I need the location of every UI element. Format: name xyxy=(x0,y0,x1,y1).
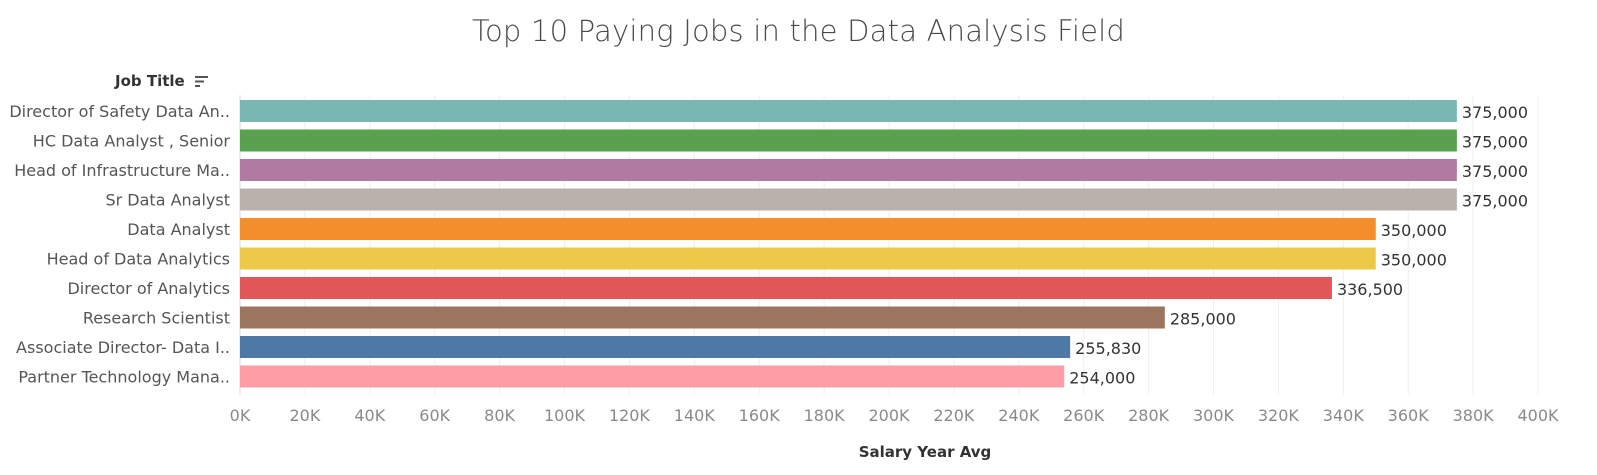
x-tick-label: 240K xyxy=(998,406,1040,425)
x-tick-label: 140K xyxy=(674,406,716,425)
value-label: 254,000 xyxy=(1069,369,1135,388)
value-label: 375,000 xyxy=(1462,162,1528,181)
x-tick-label: 220K xyxy=(933,406,975,425)
value-label: 285,000 xyxy=(1170,310,1236,329)
bar xyxy=(240,247,1376,270)
x-tick-label: 60K xyxy=(419,406,450,425)
x-tick-label: 180K xyxy=(804,406,846,425)
value-label: 336,500 xyxy=(1337,280,1403,299)
x-tick-label: 0K xyxy=(230,406,251,425)
bar xyxy=(240,365,1065,388)
category-label: HC Data Analyst , Senior xyxy=(33,132,231,151)
bar xyxy=(240,188,1457,211)
x-tick-label: 120K xyxy=(609,406,651,425)
sort-icon[interactable] xyxy=(195,75,209,89)
category-label: Associate Director- Data I.. xyxy=(16,338,230,357)
x-tick-label: 360K xyxy=(1388,406,1430,425)
x-tick-label: 200K xyxy=(868,406,910,425)
bar xyxy=(240,336,1071,358)
value-label: 255,830 xyxy=(1075,339,1141,358)
x-tick-label: 400K xyxy=(1517,406,1559,425)
x-tick-label: 260K xyxy=(1063,406,1105,425)
category-label: Director of Safety Data An.. xyxy=(9,102,230,121)
x-tick-label: 80K xyxy=(484,406,515,425)
x-tick-label: 160K xyxy=(739,406,781,425)
x-tick-label: 320K xyxy=(1258,406,1300,425)
bar xyxy=(240,277,1332,299)
x-tick-label: 340K xyxy=(1323,406,1365,425)
x-tick-label: 100K xyxy=(544,406,586,425)
value-label: 375,000 xyxy=(1462,103,1528,122)
value-label: 350,000 xyxy=(1381,221,1447,240)
category-label: Partner Technology Mana.. xyxy=(18,368,230,387)
category-label: Head of Data Analytics xyxy=(47,250,230,269)
category-label: Data Analyst xyxy=(127,220,230,239)
row-header-job-title: Job Title xyxy=(115,72,185,90)
category-label: Research Scientist xyxy=(83,309,230,328)
category-label: Head of Infrastructure Ma.. xyxy=(14,161,230,180)
x-tick-label: 20K xyxy=(289,406,320,425)
bar xyxy=(240,218,1376,240)
x-tick-label: 280K xyxy=(1128,406,1170,425)
bar xyxy=(240,159,1457,181)
category-label: Director of Analytics xyxy=(67,279,230,298)
value-label: 375,000 xyxy=(1462,192,1528,211)
x-tick-label: 40K xyxy=(354,406,385,425)
bar xyxy=(240,100,1457,122)
value-label: 375,000 xyxy=(1462,133,1528,152)
chart-title: Top 10 Paying Jobs in the Data Analysis … xyxy=(471,14,1126,48)
value-label: 350,000 xyxy=(1381,251,1447,270)
x-axis-title: Salary Year Avg xyxy=(858,443,992,461)
category-label: Sr Data Analyst xyxy=(105,191,230,210)
bar xyxy=(240,306,1165,329)
bar xyxy=(240,129,1457,152)
x-tick-label: 380K xyxy=(1453,406,1495,425)
x-tick-label: 300K xyxy=(1193,406,1235,425)
